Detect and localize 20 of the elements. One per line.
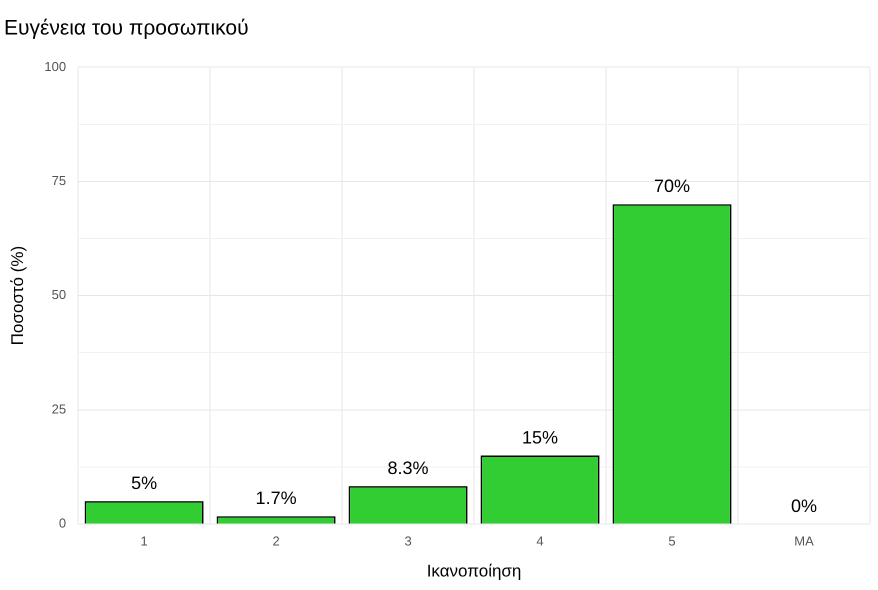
x-axis-title: Ικανοποίηση bbox=[426, 561, 522, 580]
y-tick-label: 25 bbox=[52, 401, 66, 416]
x-tick-label: ΜΑ bbox=[794, 533, 814, 548]
y-tick-label: 50 bbox=[52, 287, 66, 302]
data-label: 0% bbox=[791, 496, 818, 516]
x-tick-label: 1 bbox=[140, 533, 148, 548]
x-tick-label: 2 bbox=[272, 533, 280, 548]
y-tick-label: 0 bbox=[58, 516, 66, 531]
x-tick-label: 5 bbox=[668, 533, 676, 548]
x-tick-label: 3 bbox=[404, 533, 412, 548]
y-tick-label: 75 bbox=[52, 172, 66, 188]
chart-title: Ευγένεια του προσωπικού bbox=[4, 16, 249, 40]
data-label: 5% bbox=[131, 473, 158, 494]
data-label: 1.7% bbox=[256, 488, 297, 508]
x-tick-label: 4 bbox=[536, 533, 544, 548]
data-label: 8.3% bbox=[388, 458, 429, 478]
y-tick-label: 100 bbox=[44, 58, 66, 74]
data-label: 70% bbox=[654, 176, 690, 196]
data-label: 15% bbox=[522, 427, 558, 448]
y-axis-title: Ποσοστό (%) bbox=[8, 246, 27, 346]
